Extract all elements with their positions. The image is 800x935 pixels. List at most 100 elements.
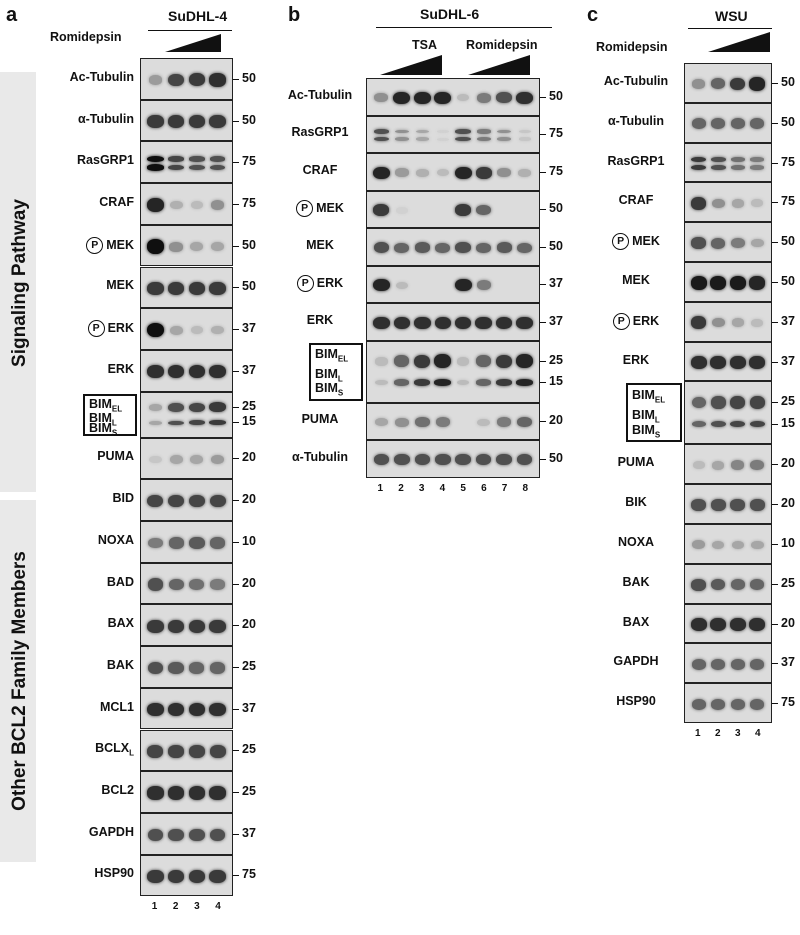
blot-8-band xyxy=(749,420,765,428)
blot-8-band xyxy=(209,420,226,426)
blot-11-band xyxy=(189,536,205,549)
row-label: RasGRP1 xyxy=(77,153,134,168)
mw-tick xyxy=(772,281,778,283)
blot-1-band xyxy=(209,114,226,129)
blot-2-band xyxy=(188,164,205,171)
blot-4-band xyxy=(455,242,471,254)
mw-tick xyxy=(233,245,239,247)
mw-label: 75 xyxy=(781,194,795,209)
blot-row--tubulin xyxy=(140,99,233,142)
blot-row-bclxl xyxy=(140,729,233,772)
blot-7-band xyxy=(394,379,410,386)
lane-number: 7 xyxy=(501,482,508,494)
blot-15-band xyxy=(711,698,726,710)
blot-row-bcl2 xyxy=(140,771,233,813)
blot-2-band xyxy=(146,164,165,171)
blot-12-band xyxy=(147,578,164,591)
bim-text: BIM xyxy=(315,381,338,396)
bim-subscript: L xyxy=(111,418,117,428)
row-label: NOXA xyxy=(617,534,655,549)
blot-2-band xyxy=(710,156,726,163)
mw-label: 75 xyxy=(242,154,256,169)
mw-label: 37 xyxy=(242,825,256,840)
blot-8-band xyxy=(710,396,726,409)
treatment-label: Romidepsin xyxy=(596,40,668,54)
bim-text: BIM xyxy=(632,387,655,402)
row-label: MCL1 xyxy=(99,699,134,714)
mw-label: 50 xyxy=(549,238,563,253)
bim-subscript: EL xyxy=(654,395,666,405)
blot-7-band xyxy=(476,355,492,368)
blot-row-hsp90 xyxy=(684,683,772,723)
mw-label: 25 xyxy=(242,742,256,757)
blot-7-band xyxy=(147,365,164,379)
blot-5-band xyxy=(729,276,746,290)
blot-15-band xyxy=(167,702,185,717)
blot-7-band xyxy=(375,379,388,386)
blot-7-band xyxy=(516,379,534,386)
blot-12-band xyxy=(210,579,225,590)
mw-label: 15 xyxy=(549,374,563,389)
mw-tick xyxy=(233,875,239,877)
mw-label: 20 xyxy=(242,617,256,632)
blot-2-band xyxy=(454,166,472,179)
mw-tick xyxy=(540,321,546,323)
bim-subscript: S xyxy=(337,388,344,398)
panel-letter: a xyxy=(6,4,18,26)
blot-9-band xyxy=(210,454,225,465)
lane-number: 3 xyxy=(735,728,741,739)
blot-13-band xyxy=(690,618,707,631)
blot-row-gapdh xyxy=(684,643,772,684)
blot-7-band xyxy=(414,354,431,369)
dose-triangle-shape xyxy=(468,55,530,75)
bim-isoform-label: BIMS xyxy=(632,423,660,440)
row-label-text: BCLX xyxy=(95,741,130,756)
blot-6-band xyxy=(190,325,204,335)
mw-tick xyxy=(540,96,546,98)
blot-row-erk xyxy=(684,301,772,342)
blot-7-band xyxy=(188,365,206,379)
row-label: RasGRP1 xyxy=(607,153,665,168)
blot-1-band xyxy=(497,129,512,134)
blot-5-band xyxy=(167,281,185,295)
blot-3-band xyxy=(169,200,183,210)
blot-8-band xyxy=(730,395,746,410)
blot-row-puma xyxy=(140,437,233,480)
blot-9-band xyxy=(475,454,492,466)
blot-9-band xyxy=(692,461,705,470)
mw-label: 37 xyxy=(781,313,795,328)
mw-tick xyxy=(772,402,778,404)
bim-text: BIM xyxy=(315,366,338,381)
blot-8-band xyxy=(168,420,184,426)
mw-label: 75 xyxy=(549,163,563,178)
mw-label: 15 xyxy=(242,414,256,429)
bim-isoform-label: BIML xyxy=(632,408,660,425)
blot-3-band xyxy=(731,198,745,208)
row-label-text: ERK xyxy=(107,320,134,335)
blot-19-band xyxy=(209,869,226,883)
mw-tick xyxy=(233,541,239,543)
blot-row-hsp90 xyxy=(140,854,233,897)
row-label: Ac-Tubulin xyxy=(287,87,353,102)
mw-label: 50 xyxy=(242,279,256,294)
blot-10-band xyxy=(209,494,226,508)
blot-13-band xyxy=(167,619,185,633)
blot-17-band xyxy=(167,786,185,800)
blot-11-band xyxy=(731,540,745,550)
blot-1-band xyxy=(188,114,205,129)
blot-12-band xyxy=(168,578,184,591)
mw-label: 20 xyxy=(242,492,256,507)
mw-tick xyxy=(540,134,546,136)
blot-1-band xyxy=(373,136,390,142)
blot-row-mcl1 xyxy=(140,687,233,730)
row-label: ERK xyxy=(107,361,134,376)
mw-tick xyxy=(772,242,778,244)
bim-text: BIM xyxy=(89,396,112,411)
blot-9-band xyxy=(496,454,512,466)
mw-tick xyxy=(772,202,778,204)
treatment-romidepsin-label: Romidepsin xyxy=(466,38,538,52)
mw-label: 15 xyxy=(781,415,795,430)
blot-12-band xyxy=(710,579,726,591)
blot-row-puma xyxy=(684,444,772,485)
row-label: BAK xyxy=(106,657,134,672)
